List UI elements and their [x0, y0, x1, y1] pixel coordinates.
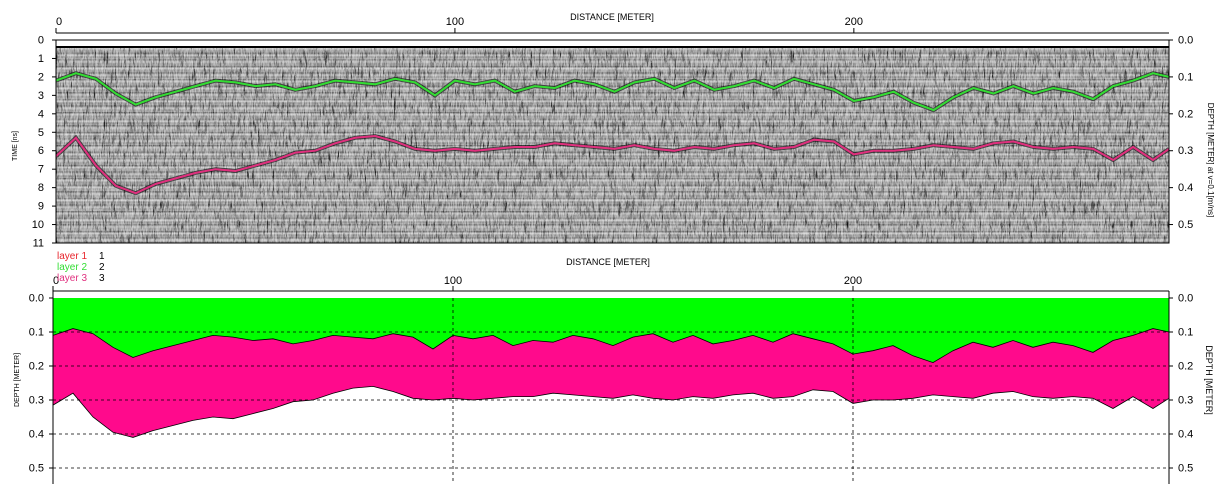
- radargram-x-tick-label: 100: [446, 16, 464, 28]
- layer-depth-ticks-right: 0.0 0.1 0.2 0.3 0.4 0.5: [1169, 293, 1193, 475]
- radargram-depth-tick-label: 0.3: [1178, 145, 1193, 157]
- legend-value: 1: [99, 251, 105, 262]
- radargram-x-tick-label: 200: [845, 16, 863, 28]
- radargram-layer-picks: [56, 41, 1169, 196]
- layer-depth-tick-label: 0.1: [29, 327, 44, 339]
- radargram-depth-tick-label: 0.2: [1178, 108, 1193, 120]
- layer-depth-tick-label: 0.3: [29, 395, 44, 407]
- radargram-time-tick-label: 8: [38, 182, 44, 194]
- radargram-depth-tick-label: 0.4: [1178, 182, 1193, 194]
- layer-x-tick-label: 0: [53, 275, 59, 287]
- layer-2-pick-line: [56, 72, 1169, 112]
- layer-depth-tick-label: 0.5: [29, 463, 44, 475]
- layer-3-pick-line: [56, 134, 1169, 195]
- layer-x-tick-label: 100: [444, 275, 462, 287]
- layer-depth-tick-label-right: 0.1: [1178, 327, 1193, 339]
- radargram-depth-tick-label: 0.1: [1178, 71, 1193, 83]
- layer-depth-tick-label: 0.0: [29, 293, 44, 305]
- layer-areas: [53, 298, 1169, 438]
- layer-right-axis-title: DEPTH [METER]: [1204, 345, 1214, 415]
- layer-depth-tick-label-right: 0.3: [1178, 395, 1193, 407]
- legend-item-layer-3: layer 3 3: [57, 273, 105, 284]
- legend-name: layer 3: [57, 273, 88, 284]
- layer-grid: [53, 298, 1169, 484]
- legend-value: 2: [99, 262, 105, 273]
- radargram-time-tick-label: 1: [38, 53, 44, 65]
- layer-y-axis-title: DEPTH [METER]: [14, 353, 21, 407]
- legend-item-layer-1: layer 1 1: [57, 251, 105, 262]
- radargram-time-tick-label: 3: [38, 90, 44, 102]
- layer-depth-tick-label: 0.2: [29, 361, 44, 373]
- radargram-x-axis-title: DISTANCE [METER]: [570, 12, 654, 22]
- radargram-time-ticks: 0 1 2 3 4 5 6 7 8 9 10 11: [32, 35, 56, 250]
- legend-name: layer 2: [57, 262, 88, 273]
- layer-depth-tick-label: 0.4: [29, 429, 44, 441]
- radargram-time-tick-label: 4: [38, 108, 44, 120]
- layer-x-tick-label: 200: [844, 275, 862, 287]
- layer-depth-tick-label-right: 0.0: [1178, 293, 1193, 305]
- radargram-right-axis-title: DEPTH [METER] at v=0.1[m/ns]: [1206, 103, 1215, 217]
- radargram-x-tick-label: 0: [56, 16, 62, 28]
- layer-depth-tick-label-right: 0.4: [1178, 429, 1193, 441]
- radargram-time-tick-label: 10: [32, 219, 44, 231]
- radargram-time-tick-label: 6: [38, 145, 44, 157]
- radargram-y-axis-title: TIME [ns]: [12, 131, 19, 161]
- radargram-time-tick-label: 5: [38, 127, 44, 139]
- layer-x-ticks: 0 100 200: [52, 275, 862, 291]
- legend-name: layer 1: [57, 251, 88, 262]
- legend-value: 3: [99, 273, 105, 284]
- radargram-depth-ticks: 0.0 0.1 0.2 0.3 0.4 0.5: [1169, 35, 1193, 231]
- layer-depth-ticks-left: 0.0 0.1 0.2 0.3 0.4 0.5: [29, 293, 53, 475]
- layer-1-pick-line: [56, 41, 1169, 44]
- layer-depth-tick-label-right: 0.2: [1178, 361, 1193, 373]
- layer-depth-panel: DISTANCE [METER] 0 100 200 0.0 0.1 0.2 0.3 0.4…: [14, 257, 1214, 484]
- radargram-time-tick-label: 2: [38, 71, 44, 83]
- layer-depth-tick-label-right: 0.5: [1178, 463, 1193, 475]
- direct-wave-band: [56, 46, 1169, 48]
- radargram-time-tick-label: 9: [38, 201, 44, 213]
- radargram-depth-tick-label: 0.0: [1178, 35, 1193, 47]
- radargram-time-tick-label: 0: [38, 35, 44, 47]
- layer-legend: layer 1 1 layer 2 2 layer 3 3: [57, 251, 105, 284]
- radargram-frame: [55, 39, 1170, 244]
- radargram-depth-tick-label: 0.5: [1178, 219, 1193, 231]
- radargram-x-ticks: 0 100 200: [55, 16, 863, 33]
- layer-x-axis-title: DISTANCE [METER]: [566, 257, 650, 267]
- layer-3-area: [53, 328, 1169, 438]
- legend-item-layer-2: layer 2 2: [57, 262, 105, 273]
- radargram-panel: DISTANCE [METER] 0 100 200 01234567891011 …: [12, 12, 1215, 250]
- radargram-time-tick-label: 11: [33, 238, 44, 250]
- layer-2-area: [53, 298, 1169, 363]
- radargram-time-tick-label: 7: [38, 164, 44, 176]
